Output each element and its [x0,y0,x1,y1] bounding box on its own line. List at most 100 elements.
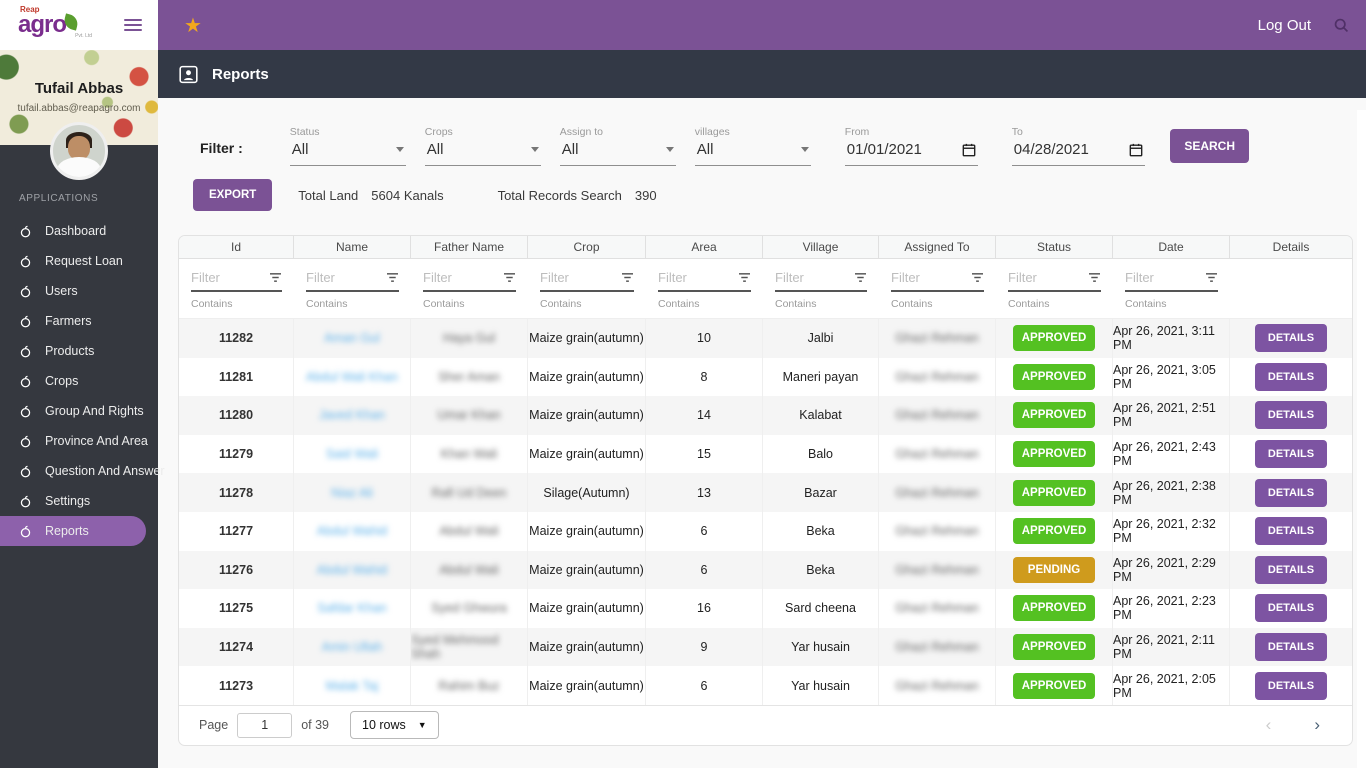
filter-input-crop[interactable] [540,270,606,285]
filter-type-label[interactable]: Contains [540,298,582,310]
filter-menu-icon[interactable] [503,272,516,283]
filter-type-label[interactable]: Contains [1125,298,1167,310]
filter-menu-icon[interactable] [1205,272,1218,283]
name-link[interactable]: Amin Ullah [321,640,383,655]
filter-cell-status: Contains [996,259,1113,319]
sidebar-item-province-and-area[interactable]: Province And Area [0,426,158,456]
filter-type-label[interactable]: Contains [423,298,465,310]
sidebar-item-reports[interactable]: Reports [0,516,146,546]
sidebar-item-crops[interactable]: Crops [0,366,158,396]
column-header-date[interactable]: Date [1113,236,1230,259]
filter-input-status[interactable] [1008,270,1074,285]
calendar-icon[interactable] [1129,143,1143,157]
sidebar-item-users[interactable]: Users [0,276,158,306]
filter-menu-icon[interactable] [386,272,399,283]
name-link[interactable]: Aman Gul [324,331,380,346]
name-link[interactable]: Abdul Wali Khan [306,369,398,384]
name-link[interactable]: Javed Khan [318,408,386,423]
column-header-name[interactable]: Name [294,236,411,259]
filter-menu-icon[interactable] [738,272,751,283]
column-header-crop[interactable]: Crop [528,236,646,259]
rows-per-page-select[interactable]: 10 rows ▼ [350,711,439,740]
sidebar-item-group-and-rights[interactable]: Group And Rights [0,396,158,426]
table-row: 11279 Said Wali Khan Wali Maize grain(au… [179,434,1352,474]
details-button[interactable]: DETAILS [1254,324,1328,353]
assign-to-select[interactable]: Assign to All [559,126,676,166]
name-link[interactable]: Malak Taj [325,678,379,693]
filter-type-label[interactable]: Contains [1008,298,1050,310]
from-date-field[interactable]: From 01/01/2021 [844,126,978,166]
export-row: EXPORT Total Land 5604 Kanals Total Reco… [178,179,1353,211]
filter-menu-icon[interactable] [854,272,867,283]
search-icon[interactable] [1333,17,1350,34]
cell-id: 11277 [179,511,294,551]
cell-crop: Maize grain(autumn) [528,396,646,435]
name-link[interactable]: Said Wali [325,447,379,462]
page-number-input[interactable] [237,712,293,738]
filter-type-label[interactable]: Contains [191,298,233,310]
filter-menu-icon[interactable] [621,272,634,283]
details-button[interactable]: DETAILS [1254,555,1328,584]
sidebar-item-settings[interactable]: Settings [0,486,158,516]
filter-type-label[interactable]: Contains [658,298,700,310]
sidebar-item-request-loan[interactable]: Request Loan [0,246,158,276]
filter-input-father-name[interactable] [423,270,489,285]
filter-input-date[interactable] [1125,270,1191,285]
name-link[interactable]: Abdul Wahid [316,562,388,577]
details-button[interactable]: DETAILS [1254,594,1328,623]
logout-button[interactable]: Log Out [1257,16,1311,34]
filter-type-label[interactable]: Contains [306,298,348,310]
name-link[interactable]: Safdar Khan [317,601,387,616]
column-header-details[interactable]: Details [1230,236,1352,259]
filter-input-area[interactable] [658,270,724,285]
filter-input-name[interactable] [306,270,372,285]
details-button[interactable]: DETAILS [1254,362,1328,391]
details-button[interactable]: DETAILS [1254,401,1328,430]
to-date-field[interactable]: To 04/28/2021 [1011,126,1145,166]
star-icon[interactable]: ★ [184,14,202,37]
next-page-button[interactable]: › [1314,715,1320,735]
pagination-bar: Page of 39 10 rows ▼ ‹ › [179,704,1352,745]
details-button[interactable]: DETAILS [1254,671,1328,700]
sidebar-item-products[interactable]: Products [0,336,158,366]
filter-menu-icon[interactable] [971,272,984,283]
column-header-area[interactable]: Area [646,236,763,259]
previous-page-button[interactable]: ‹ [1265,715,1272,735]
column-header-id[interactable]: Id [179,236,294,259]
crops-select[interactable]: Crops All [424,126,541,166]
crops-select-label: Crops [424,126,453,138]
filter-cell-assigned-to: Contains [879,259,996,319]
name-link[interactable]: Niaz Ali [331,485,373,500]
filter-input-assigned-to[interactable] [891,270,957,285]
details-button[interactable]: DETAILS [1254,633,1328,662]
brand-logo[interactable]: Reap agro Pvt. Ltd [18,6,92,39]
filter-type-label[interactable]: Contains [891,298,933,310]
sidebar-item-dashboard[interactable]: Dashboard [0,216,158,246]
avatar[interactable] [50,122,108,180]
sidebar-item-farmers[interactable]: Farmers [0,306,158,336]
filter-type-label[interactable]: Contains [775,298,817,310]
column-header-assigned-to[interactable]: Assigned To [879,236,996,259]
hamburger-menu-icon[interactable] [124,19,142,31]
calendar-icon[interactable] [962,143,976,157]
sidebar-item-label: Reports [45,524,89,538]
sidebar-item-label: Dashboard [45,224,107,238]
column-header-father-name[interactable]: Father Name [411,236,528,259]
column-header-status[interactable]: Status [996,236,1113,259]
column-header-village[interactable]: Village [763,236,879,259]
details-button[interactable]: DETAILS [1254,478,1328,507]
details-button[interactable]: DETAILS [1254,440,1328,469]
filter-input-village[interactable] [775,270,841,285]
export-button[interactable]: EXPORT [193,179,273,211]
filter-input-id[interactable] [191,270,257,285]
villages-select[interactable]: villages All [694,126,811,166]
filter-menu-icon[interactable] [1088,272,1101,283]
search-button[interactable]: SEARCH [1170,129,1249,163]
status-select[interactable]: Status All [289,126,406,166]
details-button[interactable]: DETAILS [1254,517,1328,546]
sidebar-item-question-and-answer[interactable]: Question And Answer [0,456,165,486]
name-link[interactable]: Abdul Wahid [316,524,388,539]
filter-menu-icon[interactable] [269,272,282,283]
cell-name: Malak Taj [294,666,411,705]
scrollbar-track[interactable] [1357,110,1366,768]
